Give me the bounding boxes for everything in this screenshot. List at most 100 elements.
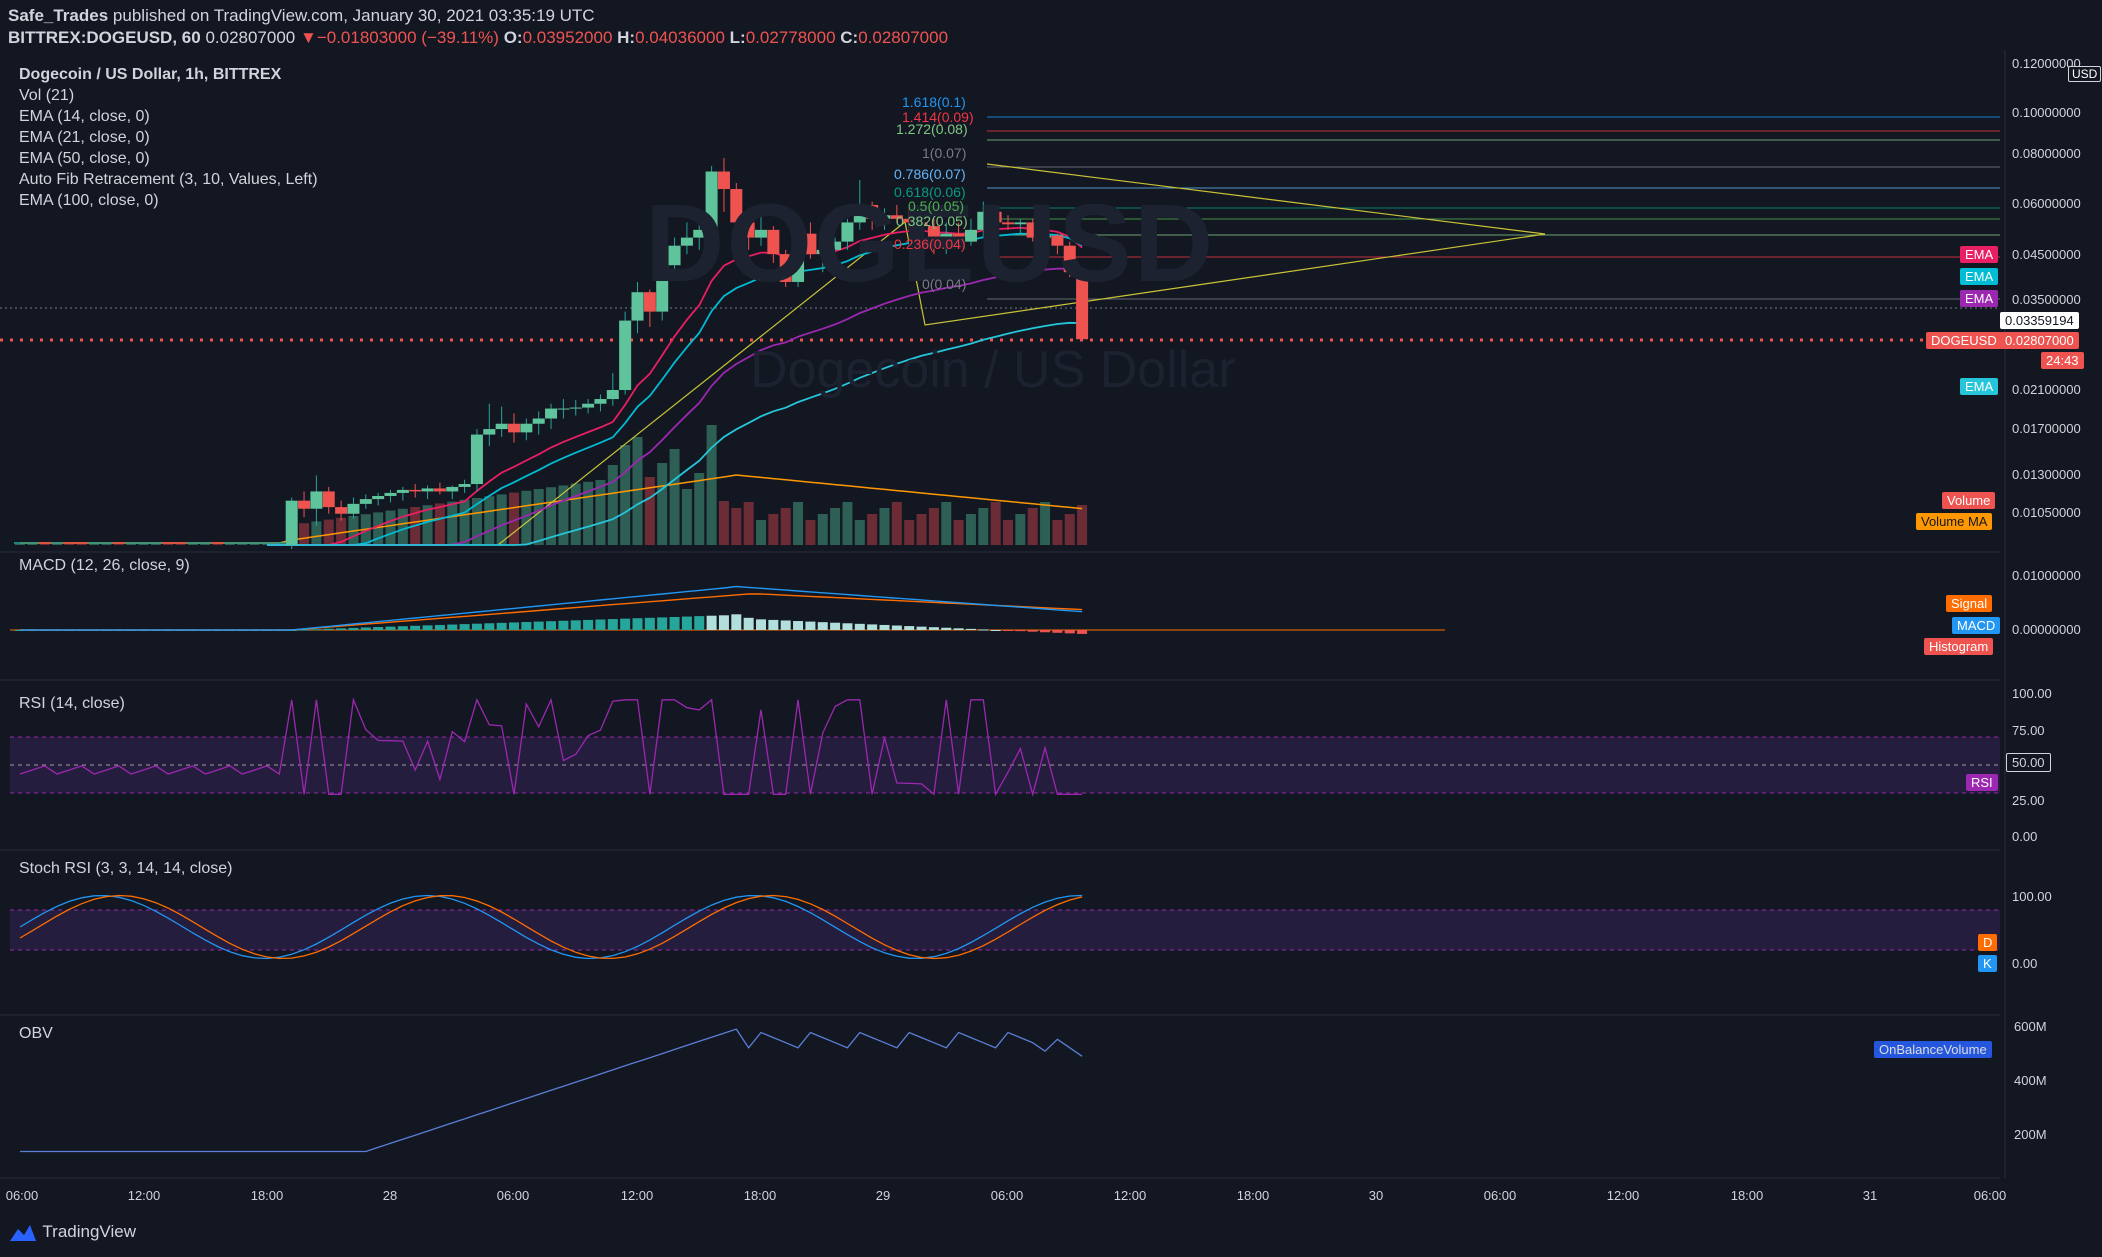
candle-body [816,249,829,255]
candle-body [495,423,508,430]
volume-bar [175,544,186,545]
macd-histogram-bar [397,626,408,630]
volume-bar [768,514,779,545]
candle-body [409,489,422,492]
volume-bar [39,544,50,545]
obv-pane-title[interactable]: OBV [19,1025,53,1042]
macd-tag: MACD [1952,617,2001,634]
volume-bar [632,437,643,545]
candle-body [977,211,990,230]
macd-histogram-bar [891,625,902,630]
volume-bar [397,508,408,545]
stoch-pane-title[interactable]: Stoch RSI (3, 3, 14, 14, close) [19,860,233,877]
volume-bar [558,485,569,545]
candle-body [298,500,311,509]
fib-label: 1.272(0.08) [896,121,968,137]
candle-body [903,218,916,223]
price-change: −0.01803000 (−39.11%) [316,28,499,47]
legend-vol[interactable]: Vol (21) [19,87,75,104]
macd-histogram-bar [681,616,692,630]
triangle-pattern-upper [986,163,1546,235]
candle-body [1026,222,1039,238]
time-tick: 29 [875,1188,891,1203]
macd-histogram-bar [718,615,729,630]
rsi-tick: 75.00 [2012,723,2045,738]
candle-body [1063,245,1076,273]
volume-bar [657,463,668,545]
ohlc-line: BITTREX:DOGEUSD, 60 0.02807000 ▼−0.01803… [8,28,948,48]
volume-bar [212,544,223,545]
ema-100-line [267,321,1083,546]
macd-histogram-bar [978,629,989,631]
legend-title[interactable]: Dogecoin / US Dollar, 1h, BITTREX [19,66,282,83]
macd-histogram-bar [743,617,754,630]
volume-bar [299,523,310,545]
volume-bar [521,490,532,545]
candle-body [322,491,335,508]
candle-body [532,418,545,424]
time-tick: 12:00 [1606,1188,1640,1203]
legend-ema50[interactable]: EMA (50, close, 0) [19,150,150,167]
price-tick: 0.01050000 [2012,505,2081,520]
macd-histogram-bar [447,624,458,630]
macd-histogram-bar [521,622,532,630]
fib-label: 0.236(0.04) [894,236,966,252]
fib-label: 0.786(0.07) [894,166,966,182]
macd-histogram-bar [471,623,482,630]
volume-bar [620,445,631,545]
k-tag: K [1978,955,1997,972]
time-tick: 06:00 [496,1188,530,1203]
rsi-pane-title[interactable]: RSI (14, close) [19,695,125,712]
symbol-interval[interactable]: BITTREX:DOGEUSD, 60 [8,28,201,47]
legend-ema21[interactable]: EMA (21, close, 0) [19,129,150,146]
macd-histogram-bar [928,627,939,630]
time-tick: 18:00 [250,1188,284,1203]
close-label: C: [840,28,859,47]
last-price: 0.02807000 [205,28,296,47]
price-tick: 0.04500000 [2012,247,2081,262]
volume-bar [496,494,507,545]
rsi-mid-tag: 50.00 [2006,753,2051,772]
macd-histogram-bar [1015,630,1026,632]
macd-histogram-bar [644,617,655,630]
macd-line [20,585,1083,631]
macd-histogram-bar [558,620,569,630]
volume-bar [187,544,198,545]
time-tick: 06:00 [5,1188,39,1203]
rsi-line [19,697,1083,797]
legend-ema100[interactable]: EMA (100, close, 0) [19,192,159,209]
tradingview-logo[interactable]: TradingView [8,1222,136,1243]
candle-body [680,237,693,246]
currency-badge[interactable]: USD [2068,66,2102,82]
low-label: L: [729,28,746,47]
author-name[interactable]: Safe_Trades [8,6,109,25]
stoch-d-line [19,894,1083,960]
volume-bar [595,480,606,545]
legend-ema14[interactable]: EMA (14, close, 0) [19,108,150,125]
fib-label: 1.414(0.09) [902,109,974,125]
publish-line: Safe_Trades published on TradingView.com… [8,6,595,26]
price-tick: 0.02100000 [2012,382,2081,397]
low-value: 0.02778000 [745,28,836,47]
volume-bar [163,544,174,545]
time-tick: 30 [1368,1188,1384,1203]
macd-histogram-bar [990,630,1001,631]
candle-body [989,211,1002,223]
macd-histogram-bar [595,619,606,630]
volume-bar [583,481,594,545]
candle-body [520,423,533,433]
volume-bar [64,544,75,545]
macd-histogram-bar [1064,630,1075,634]
volume-bar [1052,520,1063,545]
volume-bar [385,510,396,545]
candle-body [1014,222,1027,225]
legend-fib[interactable]: Auto Fib Retracement (3, 10, Values, Lef… [19,171,318,188]
candle-body [1039,235,1052,238]
candle-body [927,226,940,246]
candle-body [606,390,619,400]
macd-histogram-bar [434,624,445,630]
macd-pane-title[interactable]: MACD (12, 26, close, 9) [19,557,190,574]
volume-bar [1077,505,1088,545]
macd-histogram-bar [657,617,668,630]
